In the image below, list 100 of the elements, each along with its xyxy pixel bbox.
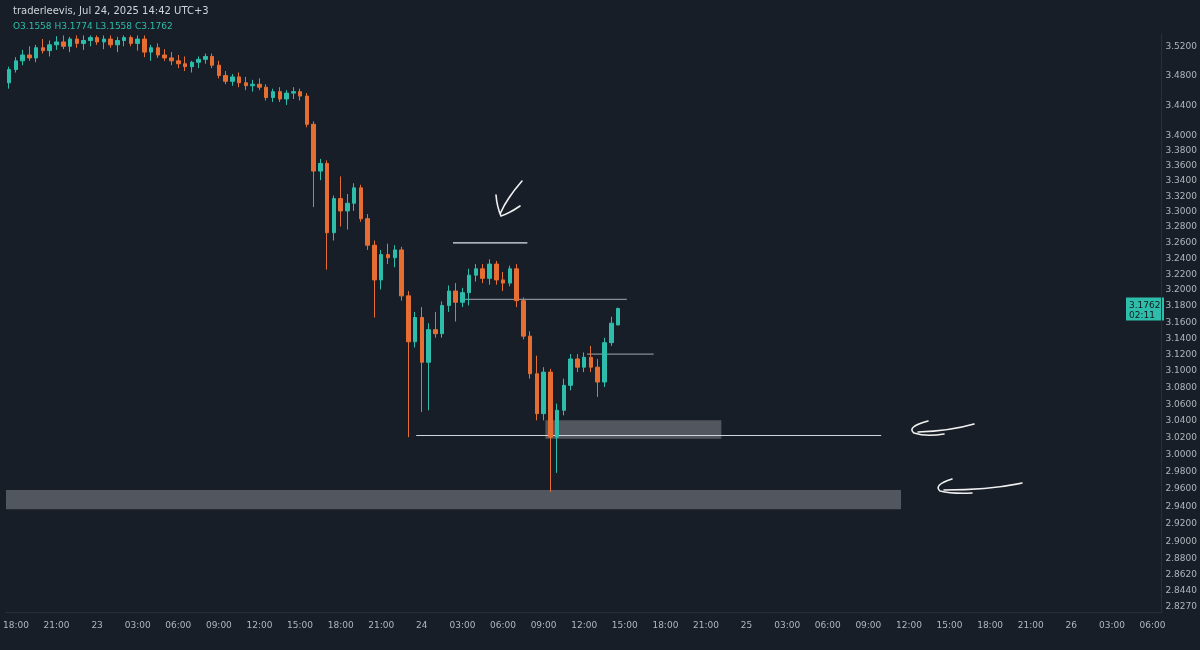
candlestick [372, 240, 377, 319]
candlestick [514, 263, 519, 308]
x-tick-label: 15:00 [611, 619, 639, 630]
candlestick [115, 36, 120, 53]
candlestick [68, 36, 72, 53]
candlestick [142, 34, 147, 58]
candlestick [548, 368, 553, 493]
y-tick-label: 2.8440 [1165, 585, 1198, 596]
candlestick [501, 271, 505, 292]
candlestick [7, 66, 11, 90]
y-tick-label: 2.9000 [1165, 535, 1198, 546]
candlestick [244, 76, 248, 91]
y-tick-label: 3.2200 [1165, 268, 1198, 279]
y-tick-label: 3.4800 [1165, 70, 1198, 81]
x-tick-label: 12:00 [571, 619, 598, 630]
x-tick-label: 15:00 [287, 619, 314, 630]
x-tick-label: 03:00 [1098, 619, 1126, 630]
candlestick [508, 265, 512, 287]
candlestick [325, 159, 329, 271]
candlestick [555, 403, 559, 474]
candlestick [149, 44, 153, 62]
candlestick [108, 34, 113, 49]
x-tick-label: 25 [740, 619, 753, 630]
y-tick-label: 3.2400 [1165, 252, 1198, 263]
candlestick [291, 86, 296, 100]
candlestick [406, 290, 411, 438]
y-tick-label: 3.1800 [1165, 300, 1198, 311]
y-tick-label: 3.1000 [1165, 365, 1198, 376]
candlestick [365, 213, 370, 251]
candlestick [528, 330, 532, 380]
candlestick [433, 311, 438, 339]
x-tick-label: 21:00 [693, 619, 720, 630]
y-tick-label: 2.9400 [1165, 500, 1198, 511]
candlestick [156, 42, 160, 59]
candlestick [338, 175, 343, 227]
candlestick [47, 40, 52, 57]
candlestick [359, 184, 363, 223]
x-tick-label: 03:00 [774, 619, 801, 630]
y-tick-label: 3.0600 [1165, 398, 1198, 409]
candlestick [20, 49, 25, 66]
x-tick-label: 09:00 [530, 619, 557, 630]
candlestick [575, 353, 580, 373]
x-tick-label: 18:00 [652, 619, 679, 630]
y-tick-label: 3.5200 [1165, 41, 1198, 52]
y-tick-label: 2.9200 [1165, 518, 1198, 529]
x-tick-label: 24 [416, 619, 428, 630]
y-tick-label: 2.9600 [1165, 483, 1198, 494]
x-tick-label: 15:00 [936, 619, 963, 630]
x-tick-label: 06:00 [814, 619, 841, 630]
candlestick [568, 353, 573, 391]
candlestick [393, 244, 397, 268]
candlestick [494, 260, 499, 286]
y-tick-label: 2.8620 [1165, 569, 1198, 580]
candlestick [88, 34, 93, 47]
x-tick-label: 03:00 [449, 619, 476, 630]
candlestick [162, 48, 167, 62]
candlestick [602, 337, 607, 388]
candlestick [582, 351, 586, 373]
y-tick-label: 3.4400 [1165, 99, 1198, 110]
candlestick [521, 296, 526, 340]
candlestick [311, 120, 316, 208]
candlestick [223, 70, 228, 85]
y-tick-label: 3.3400 [1165, 175, 1198, 186]
y-tick-label: 3.0000 [1165, 449, 1198, 460]
candlestick [271, 88, 275, 103]
candlestick [210, 53, 214, 69]
candlestick [75, 34, 79, 49]
candlestick [609, 316, 614, 347]
candlestick [183, 55, 187, 72]
y-tick-label: 2.8270 [1165, 600, 1198, 611]
candlestick [352, 182, 356, 212]
candlestick [345, 193, 350, 231]
x-tick-label: 09:00 [855, 619, 882, 630]
candlestick [217, 60, 221, 79]
candlestick [480, 263, 485, 284]
candlestick [399, 246, 404, 302]
candlestick [264, 83, 268, 101]
y-tick-label: 3.3200 [1165, 190, 1198, 201]
x-tick-label: 06:00 [490, 619, 517, 630]
candlestick [541, 366, 546, 421]
candlestick [122, 34, 126, 47]
x-tick-label: 21:00 [43, 619, 70, 630]
candlestick [250, 79, 255, 93]
y-tick-label: 3.0400 [1165, 415, 1198, 426]
candlestick [27, 45, 32, 62]
candlestick [196, 55, 201, 69]
candlestick [305, 92, 309, 128]
x-tick-label: 06:00 [1139, 619, 1166, 630]
candlestick [332, 195, 336, 242]
candlestick [278, 86, 282, 103]
candlestick [562, 378, 566, 416]
candlestick [318, 158, 323, 181]
x-tick-label: 12:00 [246, 619, 273, 630]
x-tick-label: 09:00 [205, 619, 233, 630]
x-tick-label: 18:00 [977, 619, 1004, 630]
y-tick-label: 3.1600 [1165, 316, 1198, 327]
candlestick [34, 44, 38, 63]
candlestick [81, 34, 86, 51]
candlestick [169, 51, 174, 66]
x-tick-label: 18:00 [2, 619, 30, 630]
